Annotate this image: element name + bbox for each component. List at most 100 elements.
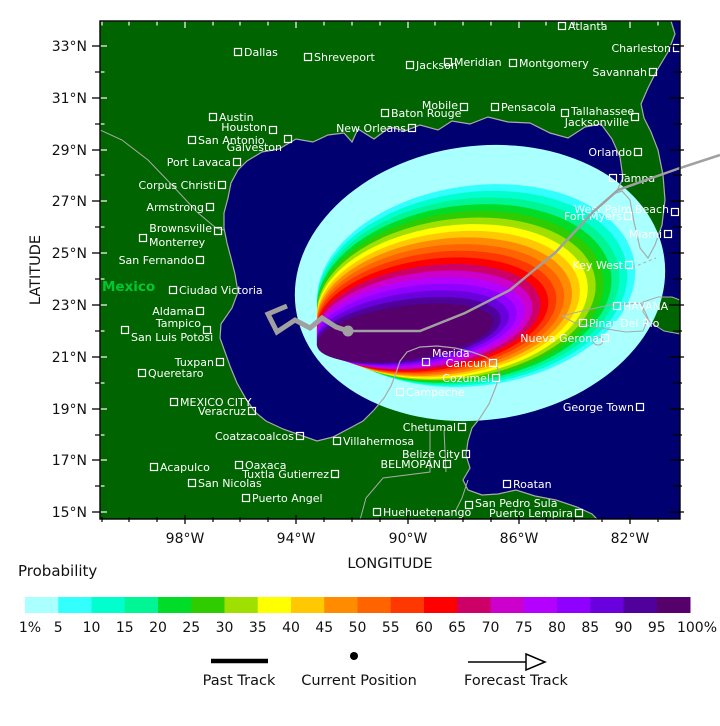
scale-swatch-30 xyxy=(224,597,259,613)
city-label: Charleston xyxy=(612,42,672,55)
city-marker xyxy=(232,157,242,167)
scale-swatch-1 xyxy=(25,597,59,613)
city-marker xyxy=(635,402,645,412)
scale-label: 60 xyxy=(415,620,433,636)
y-axis-title: LATITUDE xyxy=(28,234,44,306)
country-label-mexico: Mexico xyxy=(102,279,156,295)
city-marker xyxy=(187,135,197,145)
country-border xyxy=(359,424,431,519)
scale-swatch-20 xyxy=(158,597,192,613)
city-label: Jackson xyxy=(415,59,458,72)
city-marker xyxy=(443,57,453,67)
scale-label: 45 xyxy=(315,620,333,636)
scale-swatch-5 xyxy=(58,597,92,613)
scale-swatch-40 xyxy=(291,597,325,613)
city-marker xyxy=(137,368,147,378)
city-marker xyxy=(464,500,474,510)
scale-swatch-65 xyxy=(457,597,491,613)
city-marker xyxy=(138,233,148,243)
city-label: Fort Myers xyxy=(564,210,622,223)
scale-swatch-90 xyxy=(623,597,658,613)
city-label: Queretaro xyxy=(148,367,204,380)
city-label: Savannah xyxy=(592,66,647,79)
scale-label: 25 xyxy=(182,620,200,636)
city-marker xyxy=(442,459,452,469)
lat-tick-label: 27°N xyxy=(52,194,87,210)
city-marker xyxy=(557,21,567,31)
lat-tick-label: 23°N xyxy=(52,298,87,314)
city-label: Mobile xyxy=(422,99,458,112)
lon-tick-label: 86°W xyxy=(500,531,539,547)
city-marker xyxy=(405,60,415,70)
lat-tick-label: 29°N xyxy=(52,143,87,159)
city-label: Cozumel xyxy=(442,372,490,385)
city-marker xyxy=(215,357,225,367)
city-marker xyxy=(208,112,218,122)
scale-label: 35 xyxy=(249,620,267,636)
country-border xyxy=(443,429,447,473)
scale-swatch-35 xyxy=(257,597,292,613)
scale-label: 90 xyxy=(615,620,633,636)
scale-label: 80 xyxy=(548,620,566,636)
city-marker xyxy=(608,173,618,183)
city-label: Veracruz xyxy=(198,405,246,418)
lon-tick-label: 82°W xyxy=(611,531,650,547)
city-label: Atlanta xyxy=(568,20,607,33)
city-label: Merida xyxy=(432,347,470,360)
city-marker xyxy=(213,226,223,236)
city-label: Port Lavaca xyxy=(167,156,231,169)
city-label: Huehuetenango xyxy=(383,506,471,519)
city-marker xyxy=(168,285,178,295)
city-marker xyxy=(195,306,205,316)
city-label: Chetumal xyxy=(403,421,456,434)
city-label: HAVANA xyxy=(623,300,669,313)
city-marker xyxy=(630,112,640,122)
city-marker xyxy=(268,125,278,135)
lon-tick-label: 94°W xyxy=(277,531,316,547)
city-marker xyxy=(407,123,417,133)
lon-tick-label: 98°W xyxy=(166,531,205,547)
scale-label: 55 xyxy=(382,620,400,636)
lat-tick-label: 33°N xyxy=(52,39,87,55)
city-marker xyxy=(459,102,469,112)
city-marker xyxy=(233,47,243,57)
city-label: Dallas xyxy=(244,46,278,59)
city-label: Nueva Gerona xyxy=(520,332,599,345)
city-label: Puerto Lempira xyxy=(489,507,573,520)
city-label: Acapulco xyxy=(160,461,210,474)
map-area: Dallas Shreveport Atlanta Charleston Savanna… xyxy=(100,20,680,520)
lat-tick-label: 31°N xyxy=(52,91,87,107)
current-position-symbol xyxy=(350,652,358,660)
scale-label: 15 xyxy=(116,620,134,636)
map-frame xyxy=(99,20,681,520)
city-marker xyxy=(624,260,634,270)
city-marker xyxy=(241,493,251,503)
city-marker xyxy=(395,387,405,397)
scale-swatch-80 xyxy=(557,597,591,613)
city-label: Montgomery xyxy=(519,57,589,70)
scale-label: 5 xyxy=(54,620,63,636)
x-axis-title: LONGITUDE xyxy=(347,556,433,572)
city-marker xyxy=(283,134,293,144)
city-label: San Fernando xyxy=(119,254,195,267)
city-label: Jacksonville xyxy=(564,116,630,129)
scale-label: 70 xyxy=(482,620,500,636)
city-label: Miami xyxy=(629,228,662,241)
scale-swatch-75 xyxy=(523,597,558,613)
scale-label: 30 xyxy=(216,620,234,636)
forecast-track-line xyxy=(348,153,720,333)
city-marker xyxy=(461,449,471,459)
city-label: Brownsville xyxy=(149,222,212,235)
city-marker xyxy=(491,373,501,383)
legend-label-current-position: Current Position xyxy=(301,673,417,689)
scale-label: 1% xyxy=(19,620,41,636)
city-label: Orlando xyxy=(588,146,632,159)
probability-scale-title: Probability xyxy=(18,562,98,580)
lat-tick-label: 15°N xyxy=(52,505,87,521)
city-marker xyxy=(149,462,159,472)
city-label: Belize City xyxy=(402,448,461,461)
city-label: Monterrey xyxy=(149,236,206,249)
city-marker xyxy=(120,325,130,335)
city-marker xyxy=(205,202,215,212)
